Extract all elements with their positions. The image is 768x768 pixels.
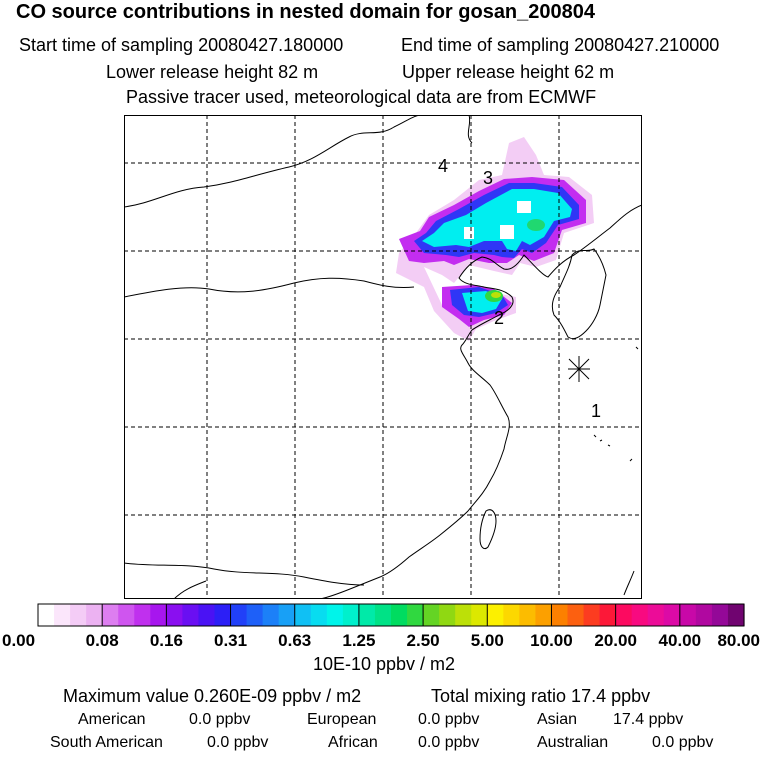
colorbar-cell bbox=[214, 604, 232, 626]
american-label: American bbox=[78, 711, 146, 728]
australian-label: Australian bbox=[537, 734, 609, 751]
colorbar-cell bbox=[118, 604, 135, 626]
colorbar-cell bbox=[423, 604, 440, 626]
total-mixing-ratio-label: Total mixing ratio 17.4 ppbv bbox=[431, 686, 651, 706]
colorbar-tick-label: 5.00 bbox=[471, 631, 504, 650]
colorbar-cell bbox=[695, 604, 713, 626]
colorbar-cell bbox=[342, 604, 360, 626]
colorbar-tick-labels: 0.00 0.08 0.16 0.31 0.63 1.25 2.50 5.00 10.00 20.… bbox=[2, 631, 760, 650]
colorbar-cell bbox=[54, 604, 71, 626]
european-value: 0.0 ppbv bbox=[418, 711, 480, 728]
lower-release-height-label: Lower release height 82 m bbox=[106, 62, 319, 82]
colorbar-cell bbox=[326, 604, 344, 626]
colorbar-tick-label: 10.00 bbox=[530, 631, 573, 650]
colorbar-cell bbox=[583, 604, 601, 626]
colorbar-tick-label: 0.31 bbox=[214, 631, 247, 650]
colorbar-cell bbox=[631, 604, 649, 626]
colorbar-dividers bbox=[101, 604, 681, 626]
colorbar-tick-label: 0.08 bbox=[86, 631, 119, 650]
european-label: European bbox=[307, 711, 377, 728]
colorbar-cell bbox=[711, 604, 729, 626]
colorbar-tick-label: 20.00 bbox=[594, 631, 637, 650]
map-frame bbox=[124, 115, 642, 599]
australian-value: 0.0 ppbv bbox=[652, 734, 714, 751]
colorbar-cell bbox=[70, 604, 87, 626]
region-label-1: 1 bbox=[591, 401, 601, 421]
colorbar-cell bbox=[599, 604, 617, 626]
colorbar-cell bbox=[487, 604, 504, 626]
plume-hotspots bbox=[485, 219, 545, 302]
colorbar-cell bbox=[679, 604, 697, 626]
colorbar-cell bbox=[294, 604, 312, 626]
receptor-star-icon bbox=[568, 356, 590, 382]
upper-release-height-label: Upper release height 62 m bbox=[402, 62, 615, 82]
colorbar-cell bbox=[310, 604, 328, 626]
colorbar-cell bbox=[567, 604, 585, 626]
colorbar-tick-label: 0.16 bbox=[150, 631, 183, 650]
colorbar-cell bbox=[166, 604, 184, 626]
colorbar: 0.00 0.08 0.16 0.31 0.63 1.25 2.50 5.00 10.00 20.… bbox=[2, 603, 760, 650]
colorbar-cell bbox=[551, 604, 569, 626]
colorbar-cell bbox=[727, 604, 745, 626]
region-label-3: 3 bbox=[483, 168, 493, 188]
colorbar-cell bbox=[230, 604, 248, 626]
colorbar-cell bbox=[150, 604, 167, 626]
asian-label: Asian bbox=[537, 711, 578, 728]
plume-gaps bbox=[464, 201, 531, 239]
american-value: 0.0 ppbv bbox=[189, 711, 251, 728]
colorbar-cell bbox=[455, 604, 472, 626]
colorbar-cell bbox=[647, 604, 665, 626]
tracer-note: Passive tracer used, meteorological data… bbox=[126, 87, 597, 107]
south-american-value: 0.0 ppbv bbox=[207, 734, 269, 751]
colorbar-cell bbox=[358, 604, 376, 626]
colorbar-cell bbox=[86, 604, 103, 626]
colorbar-cell bbox=[519, 604, 537, 626]
colorbar-cell bbox=[134, 604, 151, 626]
colorbar-tick-label: 1.25 bbox=[342, 631, 375, 650]
colorbar-cell bbox=[439, 604, 456, 626]
grid-lines bbox=[124, 115, 642, 599]
colorbar-tick-label: 0.00 bbox=[2, 631, 35, 650]
colorbar-tick-label: 2.50 bbox=[407, 631, 440, 650]
colorbar-cell bbox=[535, 604, 553, 626]
colorbar-cell bbox=[182, 604, 200, 626]
colorbar-cell bbox=[262, 604, 280, 626]
african-value: 0.0 ppbv bbox=[418, 734, 480, 751]
colorbar-tick-label: 80.00 bbox=[717, 631, 760, 650]
coastlines bbox=[124, 115, 642, 599]
map-panel: 1 2 3 4 bbox=[124, 115, 642, 599]
colorbar-tick-label: 0.63 bbox=[278, 631, 311, 650]
region-label-4: 4 bbox=[438, 156, 448, 176]
max-value-label: Maximum value 0.260E-09 ppbv / m2 bbox=[63, 686, 362, 706]
start-time-label: Start time of sampling 20080427.180000 bbox=[19, 35, 344, 55]
colorbar-cell bbox=[374, 604, 392, 626]
colorbar-cell bbox=[38, 604, 55, 626]
colorbar-cell bbox=[391, 604, 408, 626]
colorbar-cells bbox=[38, 604, 745, 626]
colorbar-cell bbox=[198, 604, 216, 626]
colorbar-frame bbox=[37, 603, 745, 627]
colorbar-cell bbox=[503, 604, 520, 626]
colorbar-cell bbox=[615, 604, 633, 626]
colorbar-cell bbox=[407, 604, 424, 626]
colorbar-cell bbox=[102, 604, 119, 626]
colorbar-unit: 10E-10 ppbv / m2 bbox=[312, 654, 456, 674]
african-label: African bbox=[328, 734, 378, 751]
colorbar-cell bbox=[278, 604, 296, 626]
region-label-2: 2 bbox=[494, 308, 504, 328]
colorbar-cell bbox=[663, 604, 681, 626]
colorbar-tick-label: 40.00 bbox=[659, 631, 702, 650]
south-american-label: South American bbox=[50, 734, 163, 751]
page-title: CO source contributions in nested domain… bbox=[16, 1, 596, 23]
colorbar-cell bbox=[471, 604, 488, 626]
asian-value: 17.4 ppbv bbox=[613, 711, 684, 728]
colorbar-cell bbox=[246, 604, 264, 626]
end-time-label: End time of sampling 20080427.210000 bbox=[401, 35, 720, 55]
